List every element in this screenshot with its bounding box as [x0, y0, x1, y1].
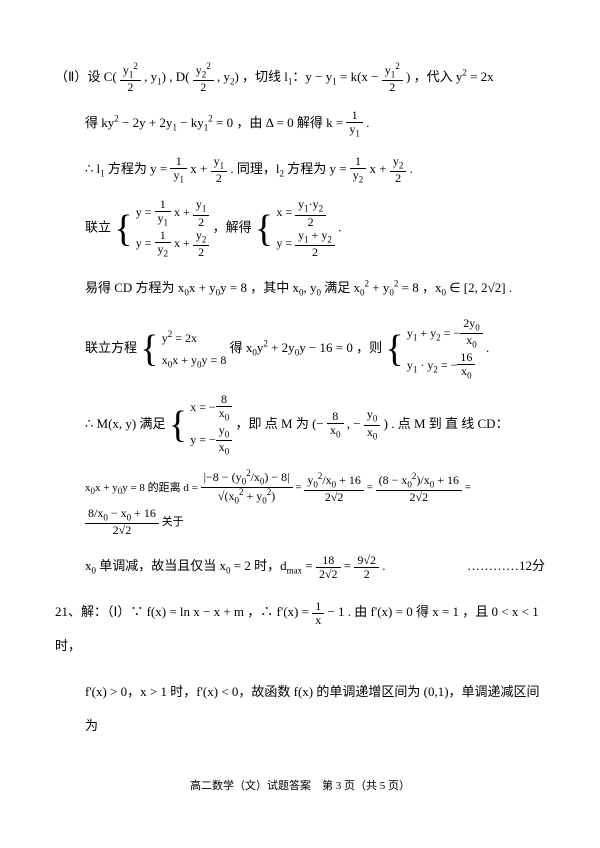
line-3: ∴ l1 方程为 y = 1y1 x + y12 . 同理，l2 方程为 y =… [55, 152, 545, 186]
line-8: x0x + y0y = 8 的距离 d = |−8 − (y02/x0) − 8… [55, 469, 545, 537]
score-note: …………12分 [467, 549, 545, 583]
line-11: f'(x) > 0，x > 1 时，f'(x) < 0，故函数 f(x) 的单调… [55, 675, 545, 743]
line-7: ∴ M(x, y) 满足 { x = −8x0 y = −y0x0 ，即 点 M… [55, 393, 545, 457]
line-10: 21、解：（Ⅰ）∵ f(x) = ln x − x + m ，∴ f'(x) =… [55, 595, 545, 663]
t: （Ⅱ）设 C( [55, 69, 117, 84]
line-2: 得 ky2 − 2y + 2y1 − ky12 = 0 ，由 Δ = 0 解得 … [55, 106, 545, 140]
line-9: x0 单调减，故当且仅当 x0 = 2 时，dmax = 182√2 = 9√2… [55, 549, 545, 583]
page-footer: 高二数学（文）试题答案 第 3 页（共 5 页） [55, 772, 545, 801]
line-1: （Ⅱ）设 C( y122 , y1) , D( y222 , y2) ，切线 l… [55, 60, 545, 94]
line-4: 联立 { y = 1y1 x + y12 y = 1y2 x + y22 ，解得… [55, 198, 545, 259]
line-6: 联立方程 { y2 = 2xx0x + y0y = 8 得 x0y2 + 2y0… [55, 317, 545, 381]
line-5: 易得 CD 方程为 x0x + y0y = 8 ，其中 x0, y0 满足 x0… [55, 271, 545, 305]
